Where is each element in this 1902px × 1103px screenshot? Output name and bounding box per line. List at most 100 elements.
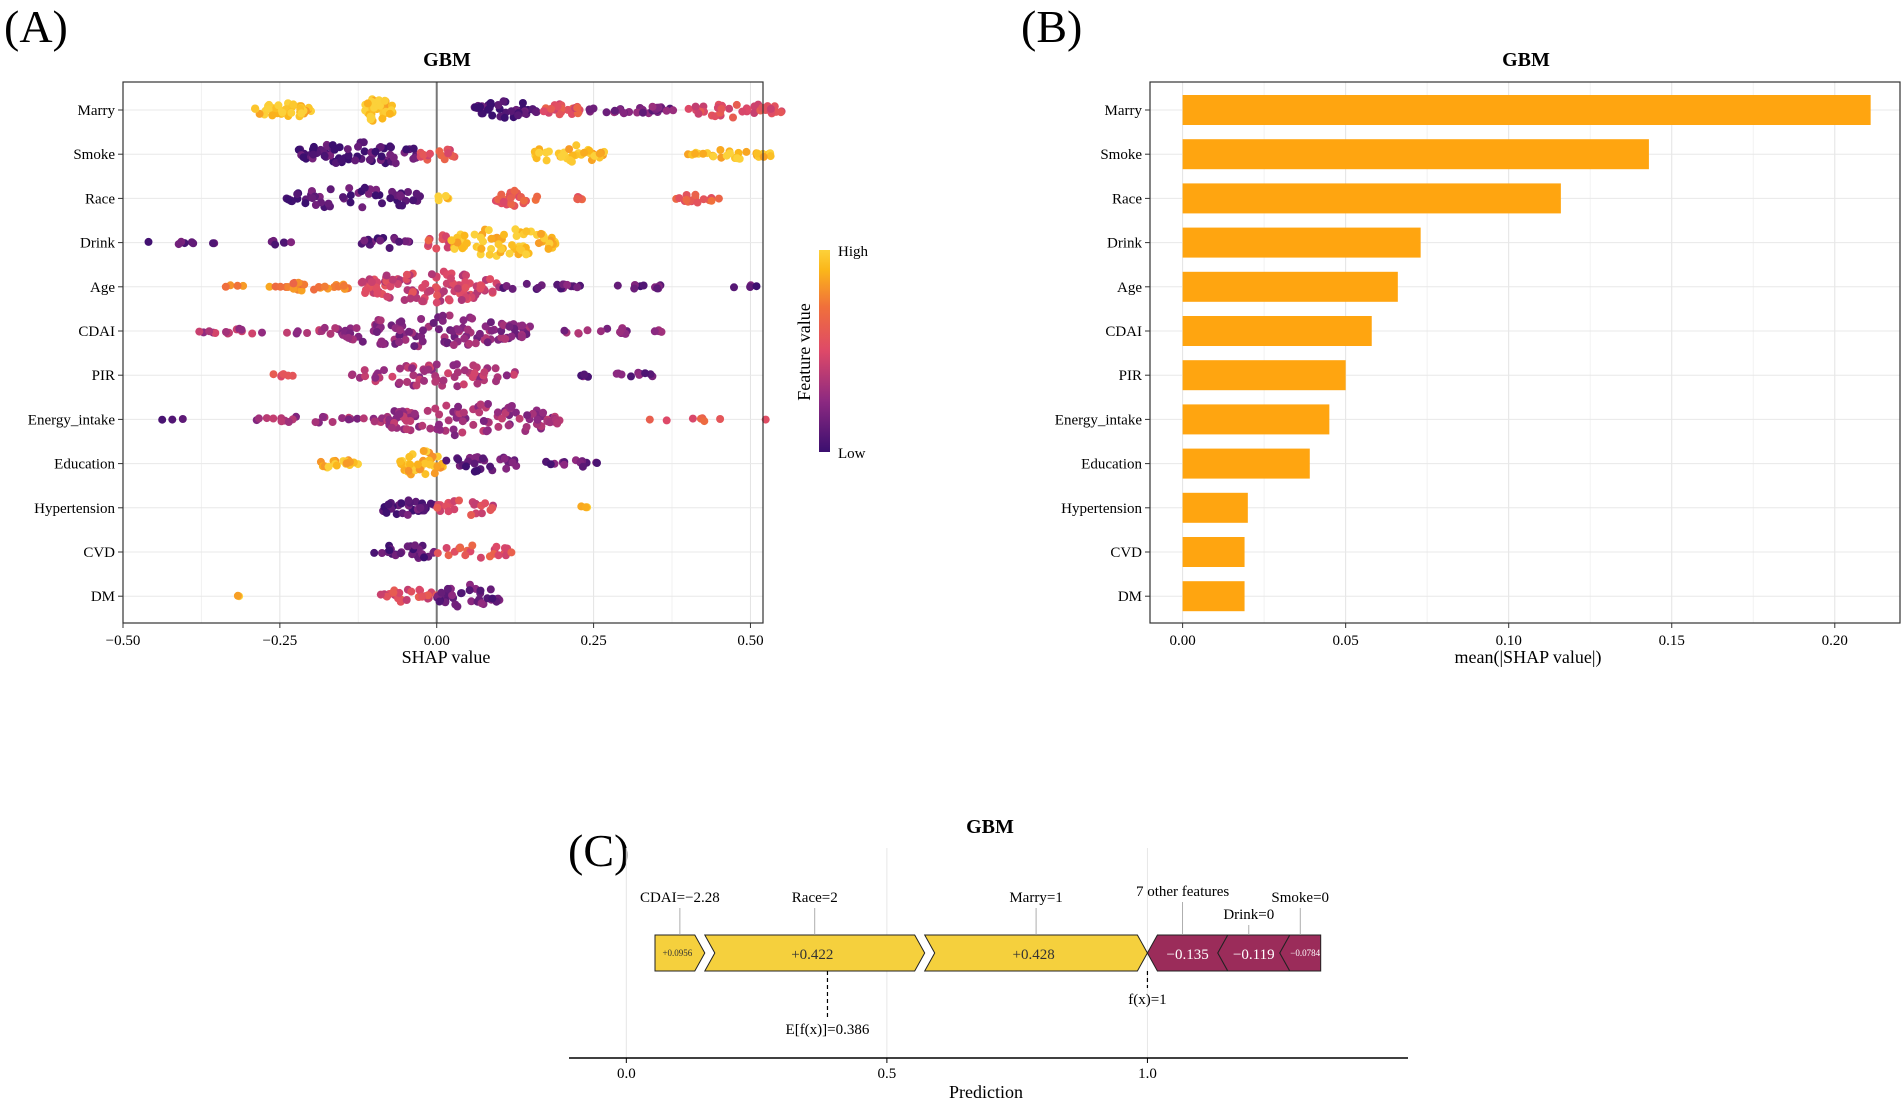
panel-b-bar (1182, 183, 1561, 214)
panel-a-dot (351, 156, 360, 165)
panel-a-y-tick-label: Hypertension (34, 501, 115, 517)
panel-b-bar (1182, 581, 1245, 612)
panel-a-dot (444, 551, 453, 560)
panel-c-feature-label: 7 other features (1136, 884, 1229, 900)
panel-a-dot (287, 238, 296, 247)
panel-a-dot (454, 455, 463, 464)
panel-a-dot (395, 588, 404, 597)
panel-a-dot (289, 279, 298, 288)
panel-a-dot (460, 334, 469, 343)
panel-a-dot (460, 366, 469, 375)
panel-a-dot (347, 371, 356, 380)
panel-c-segment (654, 934, 706, 972)
panel-a-dot (694, 109, 703, 118)
panel-a-dot (557, 152, 566, 161)
panel-a-x-tick-label: 0.25 (580, 633, 606, 649)
panel-a-dot (553, 280, 562, 289)
panel-a-dot (563, 280, 572, 289)
panel-a-dot (522, 227, 531, 236)
panel-a-x-axis-title: SHAP value (402, 647, 491, 667)
panel-b-title: GBM (1502, 49, 1550, 71)
panel-a-dot (420, 553, 428, 562)
panel-a-dot (363, 99, 372, 108)
panel-a-dot (627, 372, 635, 381)
panel-a-dot (426, 424, 435, 433)
panel-b-x-tick-label: 0.00 (1169, 633, 1195, 649)
panel-a-dot (435, 597, 444, 606)
panel-a-dot (555, 110, 564, 119)
panel-a-dot (507, 200, 516, 209)
panel-a-dot (401, 237, 410, 246)
panel-a-dot (477, 244, 486, 253)
panel-a-dot (376, 590, 385, 599)
panel-b-bar (1182, 271, 1398, 302)
panel-a-dot (580, 370, 589, 379)
panel-a-dot (460, 231, 469, 240)
panel-a-dot (385, 546, 394, 555)
panel-a-dot (168, 415, 177, 424)
panel-a-dot (539, 408, 548, 417)
panel-a-dot (534, 283, 542, 292)
panel-a-dot (470, 369, 479, 378)
panel-a-dot (512, 232, 521, 240)
panel-a-dot (537, 229, 545, 238)
colorbar-low-label: Low (838, 446, 866, 462)
panel-a-dot (383, 592, 391, 601)
panel-a-dot (416, 504, 425, 512)
panel-a-dot (376, 236, 385, 245)
panel-a-dot (492, 542, 501, 551)
panel-b-bar (1182, 316, 1372, 346)
panel-a-dot (331, 324, 340, 333)
panel-a-dot (486, 462, 495, 471)
panel-a-dot (454, 325, 463, 334)
panel-a-y-tick-label: Education (54, 457, 115, 473)
panel-a-dot (471, 103, 480, 112)
panel-a-dot (402, 425, 411, 434)
panel-a-y-tick-label: Age (90, 280, 115, 296)
panel-a-y-tick-label: CVD (83, 545, 115, 561)
panel-a-dot (433, 462, 442, 471)
panel-a-dot (432, 360, 441, 369)
panel-a-dot (532, 108, 540, 117)
panel-a-dot (454, 284, 462, 293)
panel-a-dot (419, 150, 428, 159)
panel-a-dot (377, 152, 386, 161)
panel-a-dot (431, 377, 440, 386)
panel-a-dot (320, 151, 329, 160)
panel-a-dot (508, 241, 516, 250)
panel-a-dot (610, 106, 619, 115)
panel-a-dot (542, 156, 551, 165)
panel-a-dot (699, 195, 708, 204)
panel-a-dot (699, 149, 708, 158)
panel-a-dot (439, 376, 448, 385)
panel-a-dot (463, 325, 472, 334)
panel-b-x-ticks: 0.00 0.05 0.10 0.15 0.20 (1169, 623, 1848, 649)
panel-a-dot (254, 414, 263, 423)
panel-a-dot (429, 319, 438, 327)
panel-a-dot (507, 332, 516, 341)
panel-a-dot (742, 147, 751, 156)
panel-a-dot (434, 325, 443, 334)
panel-a-dot (320, 323, 329, 332)
panel-a-dot (345, 184, 354, 193)
panel-a-dot (441, 192, 450, 200)
panel-a-y-tick-label: Race (85, 191, 115, 207)
panel-a-dot (700, 417, 709, 426)
panel-a-dot (638, 108, 647, 117)
panel-a-dot (430, 469, 439, 478)
panel-b-y-tick-label: Energy_intake (1055, 412, 1143, 428)
panel-a-dot (195, 327, 204, 336)
panel-a-dot (572, 141, 581, 150)
colorbar (819, 250, 830, 452)
panel-a-dot (691, 149, 700, 158)
panel-a-dot (488, 287, 497, 296)
panel-a-dot (507, 107, 516, 116)
panel-c-segment-value: +0.428 (1012, 947, 1054, 963)
panel-a-dot (410, 409, 419, 418)
panel-a-dot (502, 282, 511, 290)
panel-a-dot (461, 283, 470, 292)
panel-a-dot (573, 283, 582, 292)
panel-b-bar (1182, 492, 1248, 523)
panel-a-dot (662, 106, 671, 115)
